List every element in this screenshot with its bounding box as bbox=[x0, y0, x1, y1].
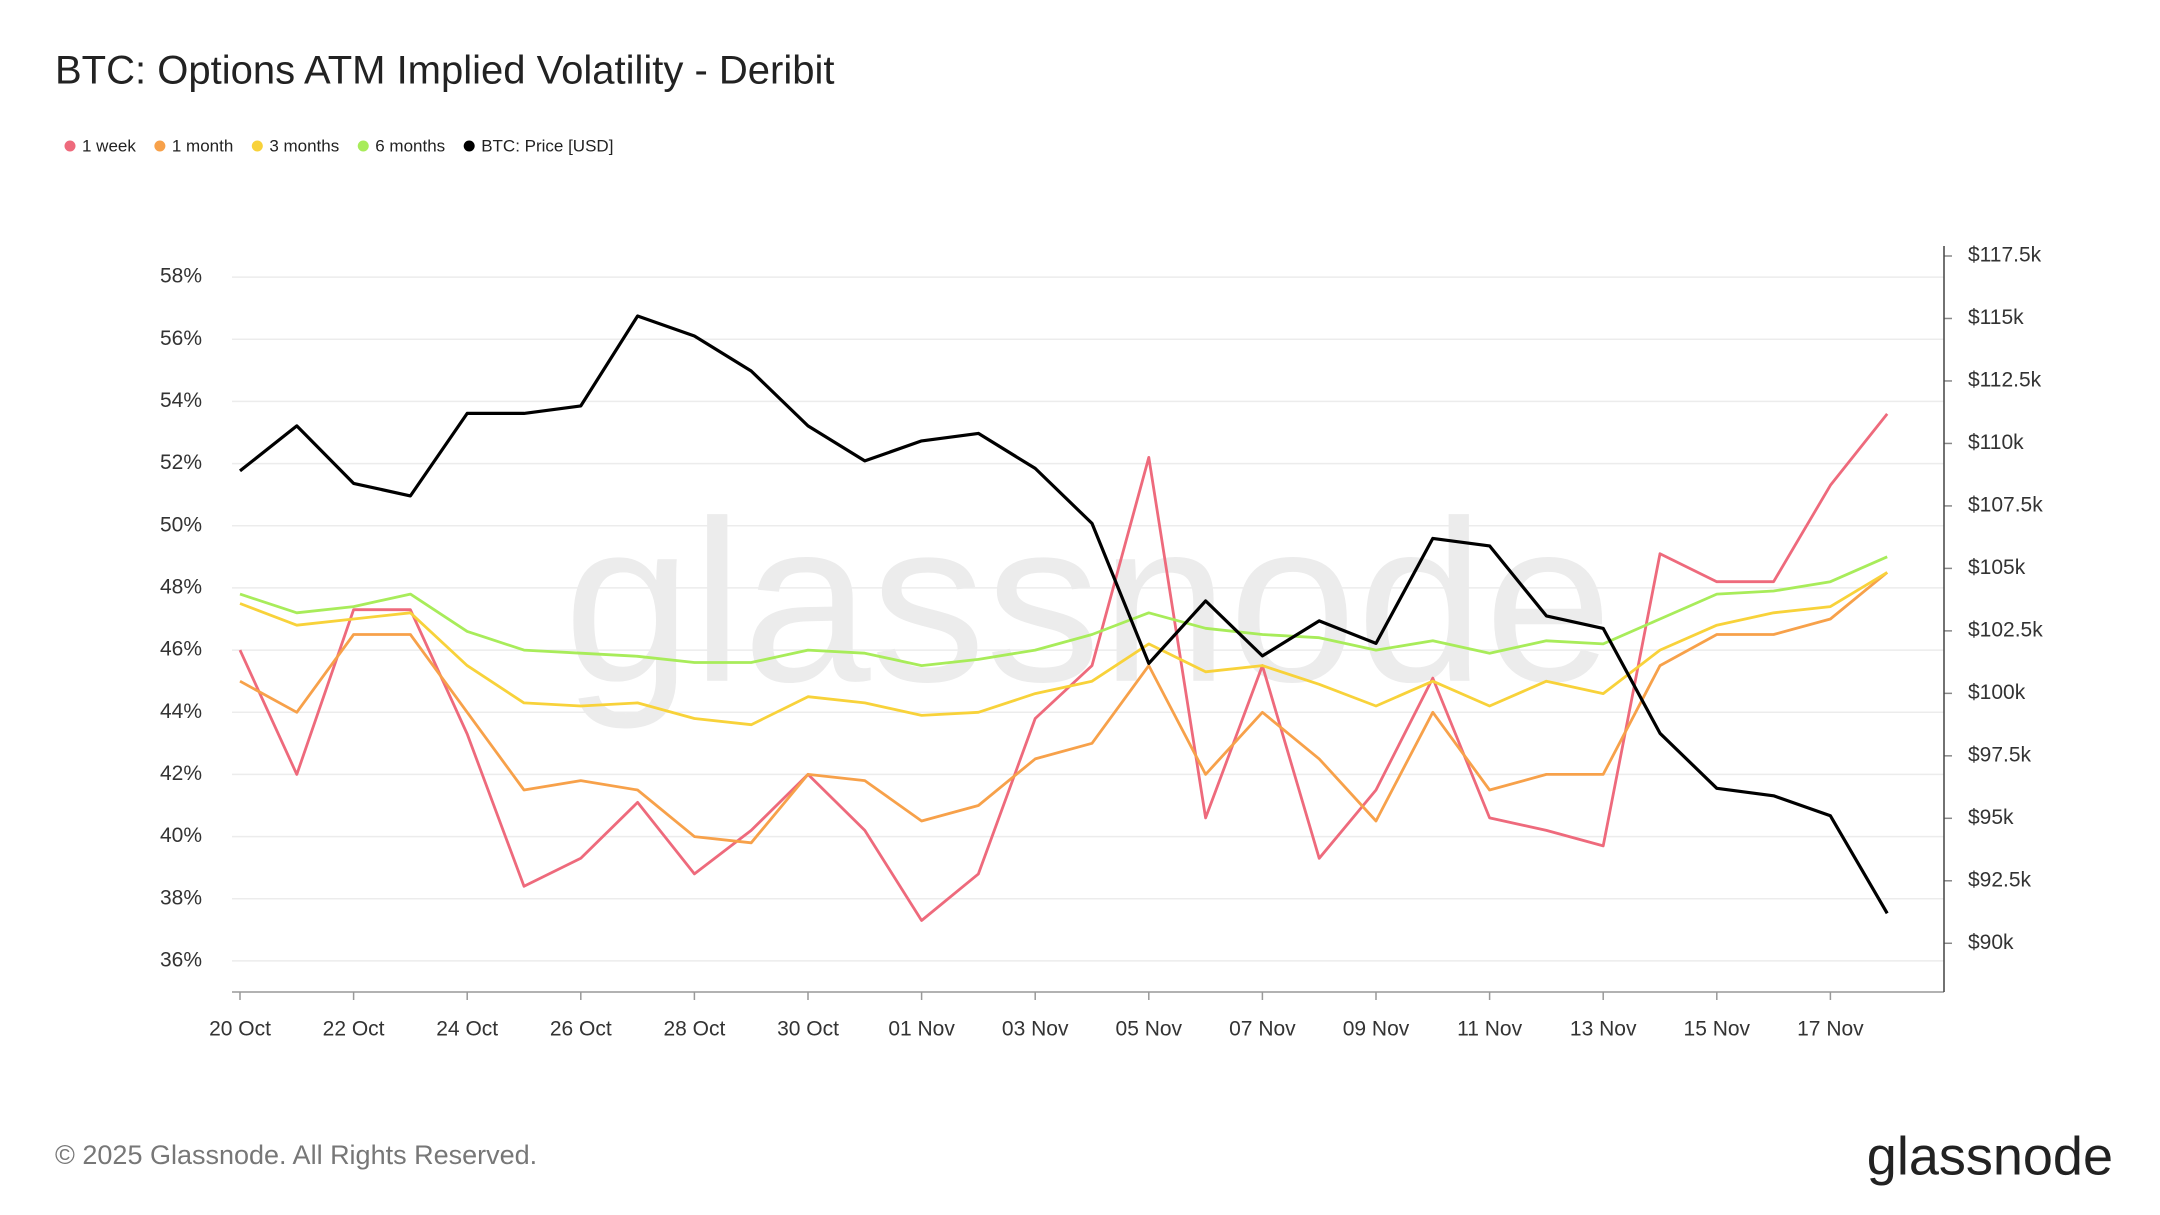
y2-tick-label: $110k bbox=[1968, 431, 2024, 454]
x-tick-label: 22 Oct bbox=[323, 1018, 385, 1041]
x-tick-label: 01 Nov bbox=[888, 1018, 955, 1041]
y2-tick-label: $95k bbox=[1968, 806, 2014, 829]
y-tick-label: 38% bbox=[160, 886, 202, 909]
legend-marker bbox=[154, 140, 166, 152]
brand-logo: glassnode bbox=[1867, 1126, 2113, 1186]
y2-tick-label: $107.5k bbox=[1968, 493, 2043, 516]
legend-label: 3 months bbox=[269, 136, 339, 155]
x-tick-label: 03 Nov bbox=[1002, 1018, 1069, 1041]
legend-label: 1 week bbox=[82, 136, 136, 155]
legend-marker bbox=[64, 140, 76, 152]
series-line bbox=[238, 413, 1889, 922]
legend-label: 1 month bbox=[172, 136, 233, 155]
y-tick-label: 52% bbox=[160, 451, 202, 474]
y-tick-label: 50% bbox=[160, 513, 202, 536]
x-tick-label: 24 Oct bbox=[436, 1018, 498, 1041]
series-line bbox=[239, 571, 1889, 845]
series-line bbox=[239, 314, 1889, 915]
y-tick-label: 46% bbox=[160, 638, 202, 661]
x-tick-label: 17 Nov bbox=[1797, 1018, 1864, 1041]
legend-marker bbox=[251, 140, 263, 152]
legend: 1 week 1 month 3 months 6 months BTC: Price … bbox=[64, 136, 613, 155]
y2-tick-label: $102.5k bbox=[1968, 618, 2043, 641]
x-tick-label: 28 Oct bbox=[663, 1018, 725, 1041]
x-tick-label: 26 Oct bbox=[550, 1018, 612, 1041]
x-tick-label: 07 Nov bbox=[1229, 1018, 1296, 1041]
legend-label: 6 months bbox=[375, 136, 445, 155]
y2-tick-label: $90k bbox=[1968, 931, 2014, 954]
y-tick-label: 40% bbox=[160, 824, 202, 847]
y-tick-label: 48% bbox=[160, 575, 202, 598]
x-tick-label: 09 Nov bbox=[1343, 1018, 1410, 1041]
y2-tick-label: $97.5k bbox=[1968, 743, 2032, 766]
y-tick-label: 56% bbox=[160, 327, 202, 350]
legend-marker bbox=[463, 140, 475, 152]
y-tick-label: 36% bbox=[160, 948, 202, 971]
x-tick-label: 13 Nov bbox=[1570, 1018, 1637, 1041]
y-tick-label: 42% bbox=[160, 762, 202, 785]
y2-tick-label: $115k bbox=[1968, 306, 2024, 329]
x-tick-label: 30 Oct bbox=[777, 1018, 839, 1041]
y2-tick-label: $105k bbox=[1968, 556, 2026, 579]
x-tick-label: 20 Oct bbox=[209, 1018, 271, 1041]
x-tick-label: 05 Nov bbox=[1116, 1018, 1183, 1041]
footer: © 2025 Glassnode. All Rights Reserved. bbox=[55, 1140, 537, 1170]
y2-tick-label: $112.5k bbox=[1968, 369, 2042, 392]
x-tick-label: 15 Nov bbox=[1684, 1018, 1751, 1041]
legend-marker bbox=[357, 140, 369, 152]
series-line bbox=[239, 571, 1888, 727]
x-tick-label: 11 Nov bbox=[1457, 1018, 1522, 1041]
y2-tick-label: $117.5k bbox=[1968, 244, 2042, 267]
y-tick-label: 54% bbox=[160, 389, 202, 412]
series-line bbox=[239, 555, 1888, 667]
y2-tick-label: $100k bbox=[1968, 681, 2026, 704]
y-tick-label: 44% bbox=[160, 700, 202, 723]
y-tick-label: 58% bbox=[160, 265, 202, 288]
chart-title: BTC: Options ATM Implied Volatility - De… bbox=[55, 49, 835, 93]
legend-label: BTC: Price [USD] bbox=[481, 136, 613, 155]
y2-tick-label: $92.5k bbox=[1968, 868, 2032, 891]
